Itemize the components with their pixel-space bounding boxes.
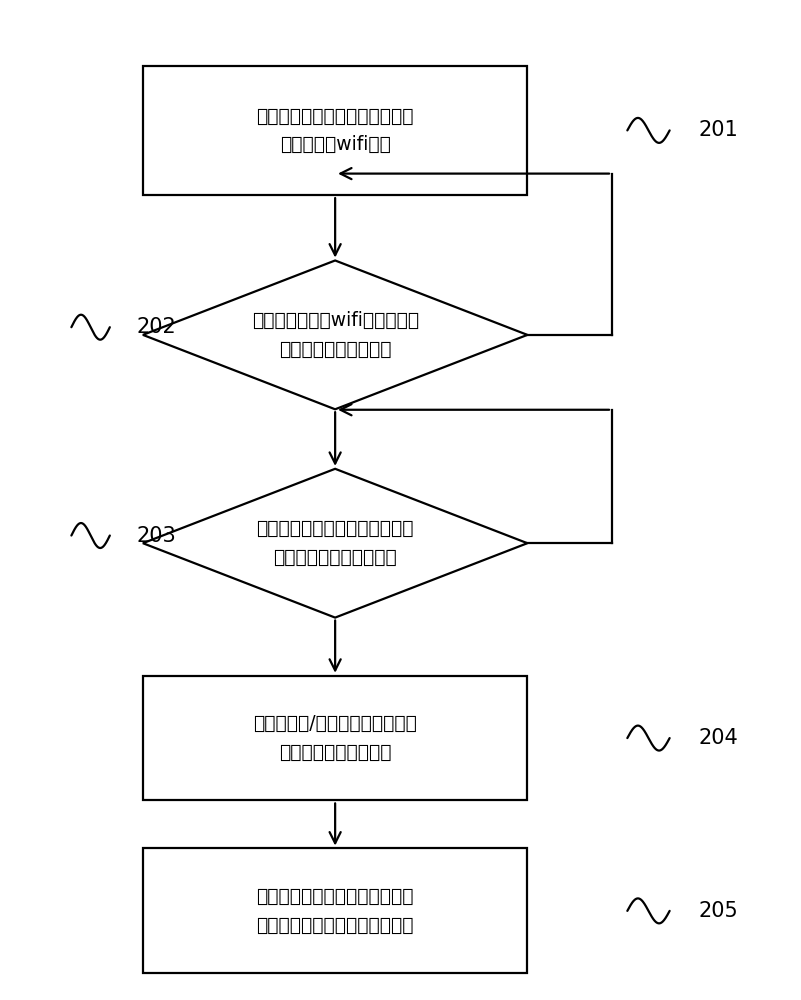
Text: 将来电显示信息通过家庭宽带网
关发送到家庭终端，并进行显示: 将来电显示信息通过家庭宽带网 关发送到家庭终端，并进行显示 [256,887,414,935]
Text: 在手机上安装来电显示客户端，
并设置家庭wifi账号: 在手机上安装来电显示客户端， 并设置家庭wifi账号 [256,107,414,154]
Polygon shape [143,469,527,618]
FancyBboxPatch shape [143,848,527,973]
FancyBboxPatch shape [143,676,527,800]
Text: 客户端软件通过与其它通信软件
的接口，查看是否有来电: 客户端软件通过与其它通信软件 的接口，查看是否有来电 [256,519,414,567]
Text: 201: 201 [698,120,739,140]
Text: 将呼叫的主/被叫信息发送到后台
家庭来电显示控制装置: 将呼叫的主/被叫信息发送到后台 家庭来电显示控制装置 [253,714,417,762]
Text: 客户端检测家庭wifi账号是否登
入，判断用户是否回家: 客户端检测家庭wifi账号是否登 入，判断用户是否回家 [252,311,419,359]
Text: 205: 205 [698,901,739,921]
Text: 202: 202 [137,317,176,337]
Text: 204: 204 [698,728,739,748]
Text: 203: 203 [137,526,176,546]
Polygon shape [143,260,527,409]
FancyBboxPatch shape [143,66,527,195]
